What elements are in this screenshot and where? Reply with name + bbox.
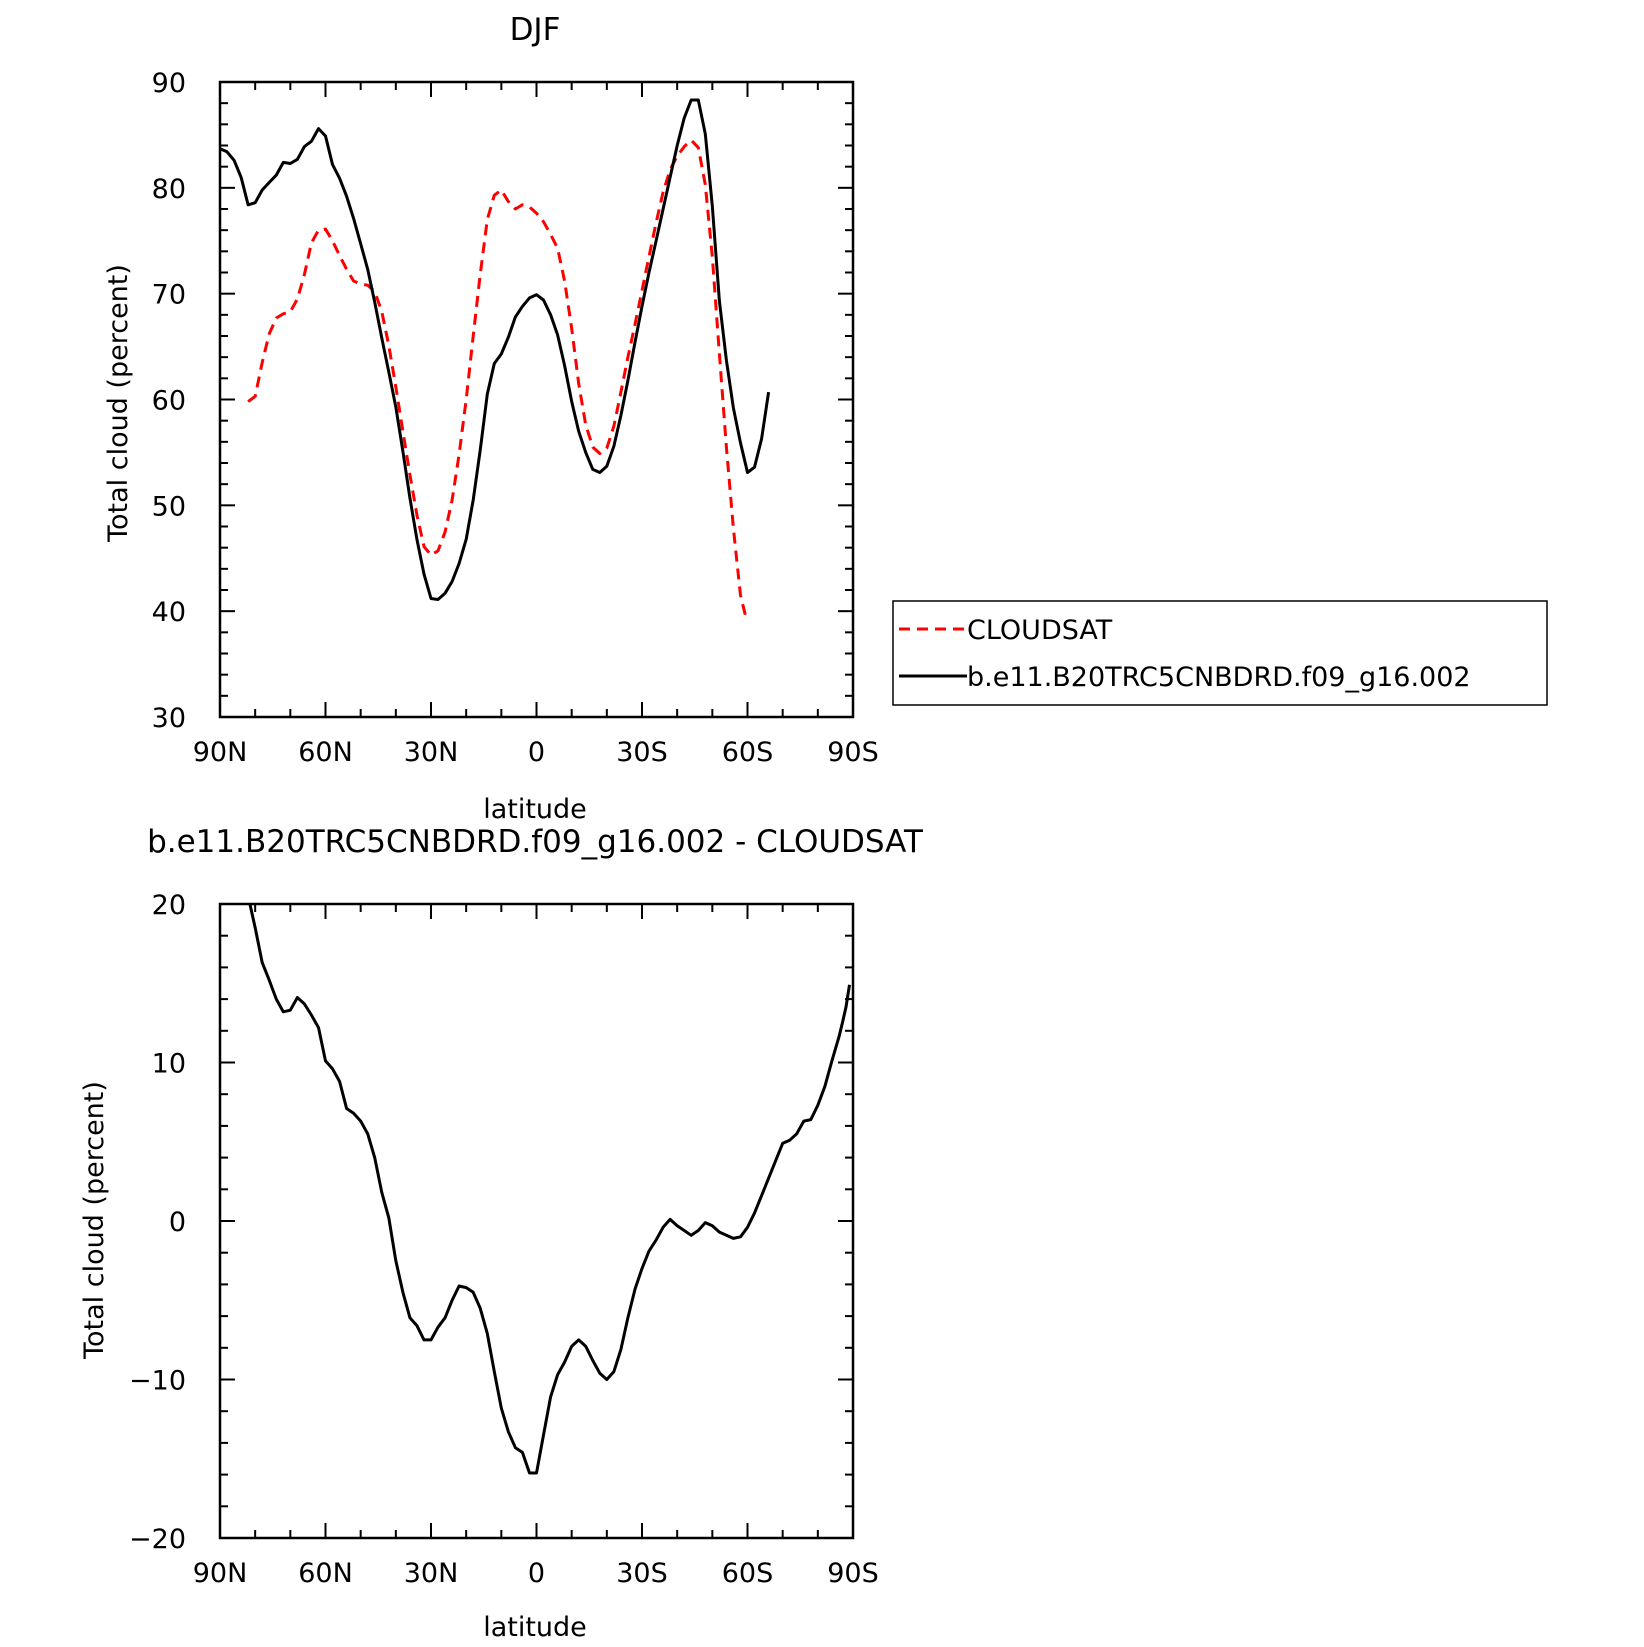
bottom-x-tick-label: 90N xyxy=(193,1558,248,1589)
bottom-y-tick-label: −10 xyxy=(129,1366,186,1397)
bottom-y-tick-label: 0 xyxy=(169,1207,186,1238)
top-x-tick-label: 60S xyxy=(722,737,774,768)
bottom-x-tick-label: 60S xyxy=(722,1558,774,1589)
top-y-tick-label: 50 xyxy=(152,491,186,522)
top-x-tick-label: 30S xyxy=(616,737,668,768)
top-series-line-0 xyxy=(247,138,748,617)
bottom-y-tick-label: −20 xyxy=(129,1524,186,1555)
panel-top: DJF 90N 60N 30N 0 30S 60S 90S 30 40 50 60 70 80 90 la… xyxy=(103,12,1548,825)
top-x-tick-label: 30N xyxy=(404,737,459,768)
bottom-series-line-0 xyxy=(248,903,851,1475)
top-series-line-1 xyxy=(219,98,771,601)
bottom-series-lines xyxy=(248,903,851,1475)
top-x-tick-label: 0 xyxy=(528,737,545,768)
top-series-lines xyxy=(219,98,771,617)
bottom-axis-ticks: 90N 60N 30N 0 30S 60S 90S −20 −10 0 10 20 xyxy=(129,890,879,1589)
bottom-x-tick-label: 30S xyxy=(616,1558,668,1589)
bottom-x-tick-label: 90S xyxy=(827,1558,879,1589)
top-y-tick-label: 90 xyxy=(152,68,186,99)
top-y-tick-label: 30 xyxy=(152,703,186,734)
top-y-tick-label: 40 xyxy=(152,597,186,628)
top-axis-ticks: 90N 60N 30N 0 30S 60S 90S 30 40 50 60 70 80 90 xyxy=(152,68,879,768)
bottom-x-tick-label: 60N xyxy=(298,1558,353,1589)
panel-bottom: b.e11.B20TRC5CNBDRD.f09_g16.002 - CLOUDS… xyxy=(79,824,924,1643)
top-x-tick-label: 90N xyxy=(193,737,248,768)
bottom-chart-title: b.e11.B20TRC5CNBDRD.f09_g16.002 - CLOUDS… xyxy=(147,824,924,860)
top-plot-area xyxy=(218,80,855,719)
bottom-plot-area xyxy=(218,902,855,1540)
top-plot-frame xyxy=(218,80,855,719)
top-y-axis-label: Total cloud (percent) xyxy=(103,264,134,543)
top-x-tick-label: 60N xyxy=(298,737,353,768)
bottom-y-tick-label: 20 xyxy=(152,890,186,921)
legend-label-model: b.e11.B20TRC5CNBDRD.f09_g16.002 xyxy=(967,662,1471,693)
top-y-tick-label: 70 xyxy=(152,280,186,311)
bottom-y-axis-label: Total cloud (percent) xyxy=(79,1081,110,1360)
bottom-plot-frame xyxy=(218,902,855,1540)
top-y-tick-label: 60 xyxy=(152,386,186,417)
bottom-x-tick-label: 30N xyxy=(404,1558,459,1589)
top-y-tick-label: 80 xyxy=(152,174,186,205)
top-chart-title: DJF xyxy=(510,12,561,48)
bottom-x-axis-label: latitude xyxy=(483,1612,587,1643)
top-x-axis-label: latitude xyxy=(483,794,587,825)
bottom-x-tick-label: 0 xyxy=(528,1558,545,1589)
legend-label-cloudsat: CLOUDSAT xyxy=(967,615,1113,646)
legend-box xyxy=(892,600,1548,706)
top-x-tick-label: 90S xyxy=(827,737,879,768)
bottom-y-tick-label: 10 xyxy=(152,1049,186,1080)
legend: CLOUDSAT b.e11.B20TRC5CNBDRD.f09_g16.002 xyxy=(892,600,1548,706)
